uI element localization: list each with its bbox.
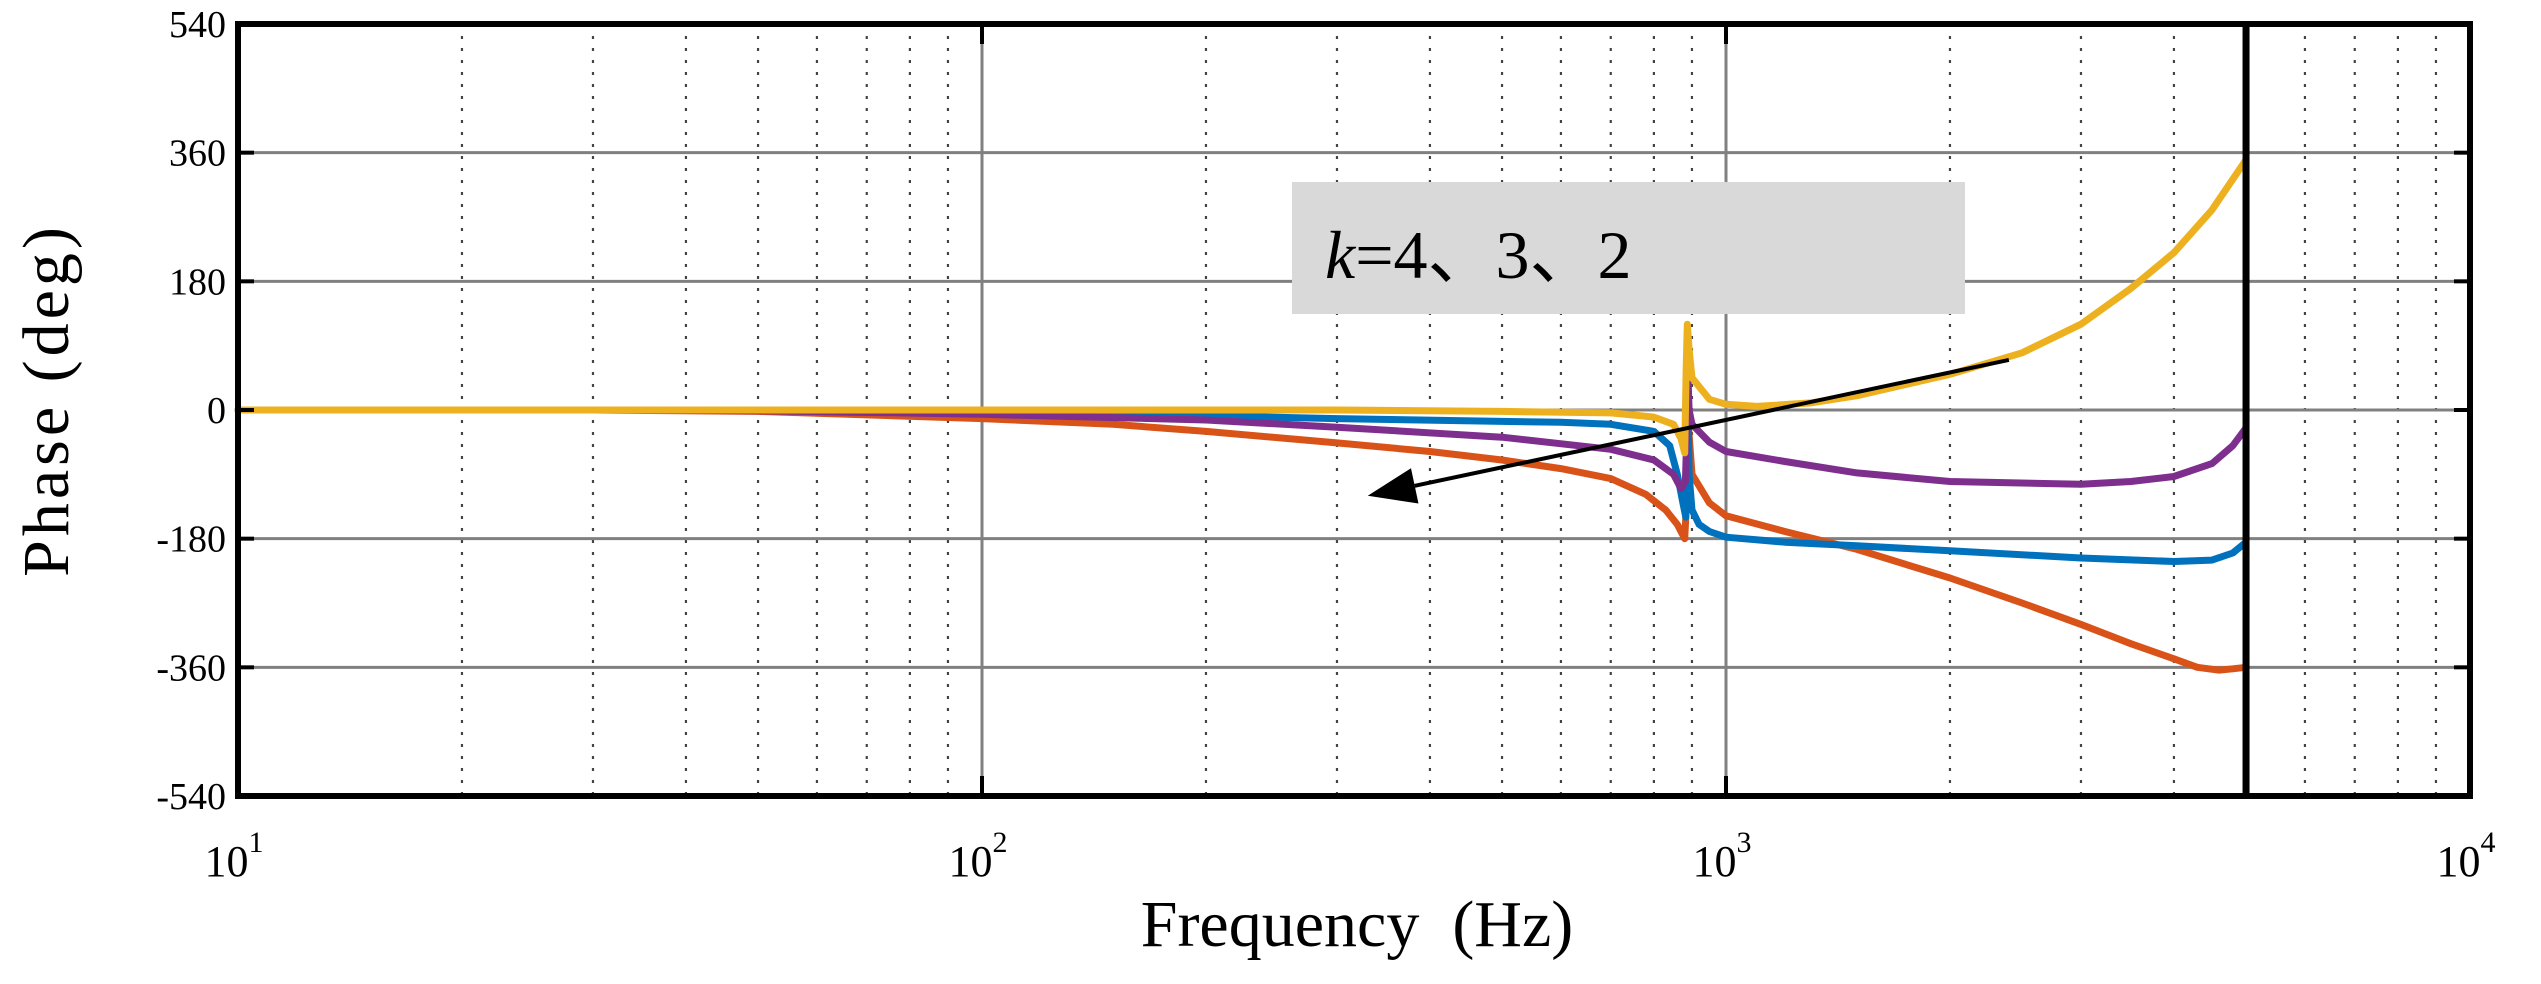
x-tick-label: 103 — [1693, 826, 1752, 886]
series-layer — [234, 156, 2250, 674]
y-tick-label: -540 — [156, 776, 226, 818]
x-tick-base: 10 — [1693, 837, 1737, 886]
y-tick-label: -180 — [156, 519, 226, 561]
x-tick-base: 10 — [2437, 837, 2481, 886]
y-tick-labels: 540 360 180 0 -180 -360 -540 — [156, 4, 226, 818]
x-tick-base: 10 — [949, 837, 993, 886]
x-tick-exponent: 4 — [2481, 826, 2496, 859]
series-line-yellow — [234, 156, 2250, 457]
y-axis-label: Phase (deg) — [10, 223, 83, 577]
y-tick-label: -360 — [156, 647, 226, 689]
annotation: k=4、3、2 — [1292, 182, 2010, 504]
y-tick-label: 540 — [169, 4, 226, 46]
x-tick-base: 10 — [205, 837, 249, 886]
y-tick-label: 180 — [169, 261, 226, 303]
x-tick-label: 101 — [205, 826, 264, 886]
annotation-text: k=4、3、2 — [1325, 217, 1632, 293]
y-tick-label: 0 — [207, 390, 226, 432]
axes-frame — [235, 21, 2473, 799]
x-tick-exponent: 3 — [1737, 826, 1752, 859]
y-tick-label: 360 — [169, 133, 226, 175]
x-axis-label: Frequency (Hz) — [1141, 888, 1573, 961]
annotation-box — [1292, 182, 1965, 314]
x-tick-labels: 101 102 103 104 — [205, 826, 2496, 886]
x-tick-label: 102 — [949, 826, 1008, 886]
x-tick-exponent: 2 — [993, 826, 1008, 859]
annotation-values: =4、3、2 — [1355, 217, 1631, 293]
annotation-k-symbol: k — [1325, 217, 1357, 293]
x-tick-label: 104 — [2437, 826, 2496, 886]
annotation-arrowhead — [1367, 468, 1419, 504]
x-tick-exponent: 1 — [249, 826, 264, 859]
annotation-arrow-line — [1414, 358, 2010, 488]
